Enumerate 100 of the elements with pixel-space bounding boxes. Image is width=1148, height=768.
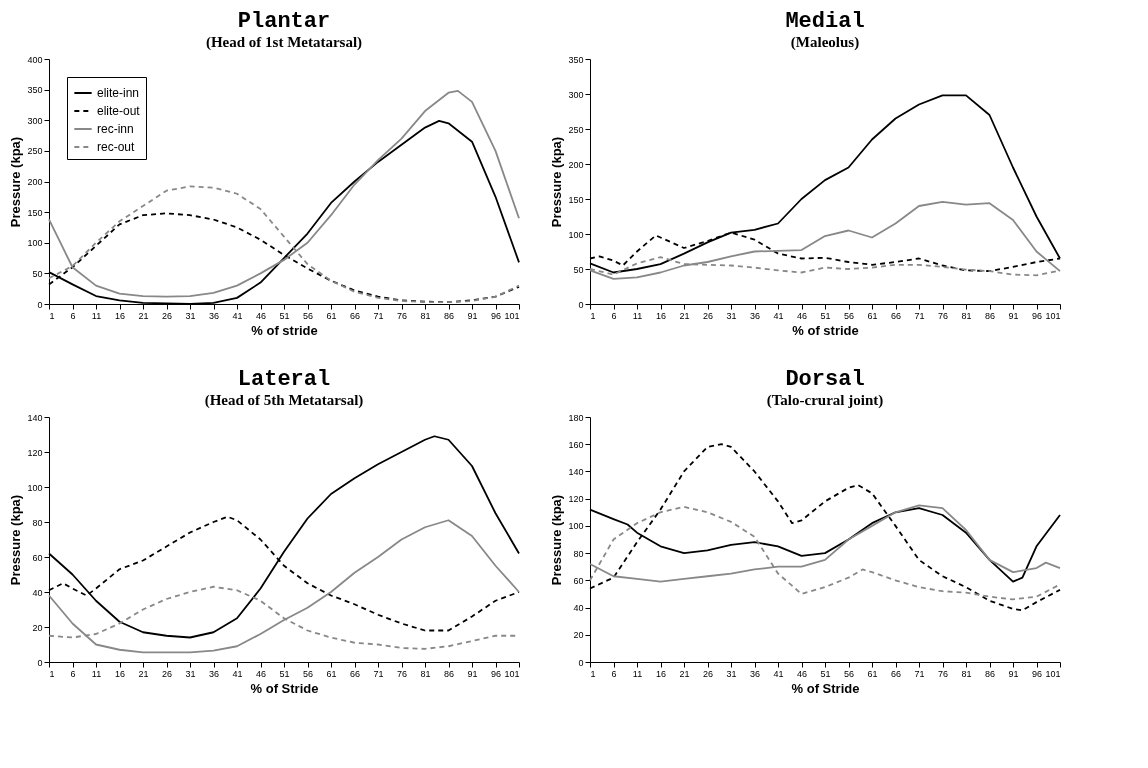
- x-tick-label: 46: [796, 310, 808, 321]
- y-tick-label: 40: [573, 603, 584, 614]
- x-tick-label: 96: [490, 668, 502, 679]
- x-tick-label: 76: [937, 668, 949, 679]
- x-tick-label: 46: [796, 668, 808, 679]
- x-tick-label: 81: [420, 310, 431, 321]
- x-tick-label: 6: [70, 310, 76, 321]
- x-tick-label: 96: [1031, 668, 1043, 679]
- x-tick-label: 71: [914, 310, 925, 321]
- x-tick-label: 56: [302, 310, 314, 321]
- chart-subtitle: (Head of 1st Metatarsal): [205, 34, 363, 51]
- y-tick-label: 20: [573, 630, 584, 641]
- y-tick-label: 100: [568, 229, 584, 240]
- chart-subtitle: (Maleolus): [790, 34, 860, 51]
- y-tick-label: 150: [568, 194, 584, 205]
- y-tick-label: 120: [27, 447, 43, 458]
- x-tick-label: 36: [749, 310, 761, 321]
- y-tick-label: 350: [27, 85, 43, 96]
- x-tick-label: 91: [1008, 310, 1019, 321]
- legend-label: elite-out: [97, 104, 141, 118]
- x-tick-label: 11: [91, 310, 102, 321]
- y-tick-label: 400: [27, 54, 43, 65]
- x-axis-title: % of Stride: [791, 680, 860, 696]
- x-tick-label: 6: [611, 310, 617, 321]
- x-tick-label: 36: [208, 310, 220, 321]
- x-tick-label: 51: [279, 310, 290, 321]
- x-tick-label: 6: [611, 668, 617, 679]
- x-tick-label: 61: [326, 668, 337, 679]
- x-tick-label: 66: [890, 310, 902, 321]
- x-tick-label: 16: [655, 310, 667, 321]
- x-tick-label: 16: [655, 668, 667, 679]
- y-tick-label: 50: [32, 268, 43, 279]
- y-tick-label: 180: [568, 412, 584, 423]
- x-tick-label: 91: [467, 310, 478, 321]
- x-tick-label: 66: [349, 668, 361, 679]
- x-tick-label: 71: [373, 310, 384, 321]
- x-tick-label: 41: [773, 310, 784, 321]
- line-series: [589, 505, 1061, 601]
- x-tick-label: 51: [820, 668, 831, 679]
- x-axis-title: % of stride: [251, 322, 318, 338]
- y-tick-label: 250: [568, 124, 584, 135]
- x-tick-label: 86: [443, 668, 455, 679]
- y-axis-title: Pressure (kpa): [8, 136, 24, 228]
- y-axis-title: Pressure (kpa): [549, 136, 565, 228]
- y-tick-label: 100: [27, 238, 43, 249]
- x-tick-label: 76: [396, 310, 408, 321]
- x-tick-label: 66: [349, 310, 361, 321]
- x-tick-label: 21: [138, 310, 149, 321]
- y-tick-label: 100: [568, 521, 584, 532]
- x-tick-label: 31: [726, 668, 737, 679]
- x-tick-label: 56: [843, 668, 855, 679]
- x-tick-label: 76: [937, 310, 949, 321]
- x-tick-label: 46: [255, 310, 267, 321]
- y-tick-label: 150: [27, 207, 43, 218]
- x-tick-label: 61: [326, 310, 337, 321]
- y-tick-label: 160: [568, 439, 584, 450]
- x-tick-label: 86: [984, 668, 996, 679]
- x-tick-label: 31: [185, 310, 196, 321]
- legend-label: rec-out: [97, 140, 136, 154]
- x-tick-label: 26: [161, 310, 173, 321]
- y-tick-label: 350: [568, 54, 584, 65]
- y-tick-label: 60: [32, 552, 43, 563]
- x-tick-label: 101: [504, 310, 520, 321]
- x-tick-label: 16: [114, 668, 126, 679]
- y-axis-title: Pressure (kpa): [8, 494, 24, 586]
- x-tick-label: 56: [843, 310, 855, 321]
- x-tick-label: 46: [255, 668, 267, 679]
- x-tick-label: 1: [590, 668, 596, 679]
- x-tick-label: 21: [138, 668, 149, 679]
- x-tick-label: 71: [373, 668, 384, 679]
- y-tick-label: 0: [37, 657, 43, 668]
- x-tick-label: 6: [70, 668, 76, 679]
- y-tick-label: 50: [573, 264, 584, 275]
- x-tick-label: 11: [91, 668, 102, 679]
- y-tick-label: 200: [27, 177, 43, 187]
- x-tick-label: 41: [232, 668, 243, 679]
- x-tick-label: 96: [490, 310, 502, 321]
- x-tick-label: 26: [161, 668, 173, 679]
- x-tick-label: 26: [702, 668, 714, 679]
- y-tick-label: 100: [27, 482, 43, 493]
- x-tick-label: 36: [749, 668, 761, 679]
- x-tick-label: 101: [504, 668, 520, 679]
- x-tick-label: 61: [867, 668, 878, 679]
- y-tick-label: 40: [32, 587, 43, 598]
- x-tick-label: 1: [49, 668, 55, 679]
- line-series: [48, 519, 520, 654]
- chart-title: Plantar: [237, 9, 331, 34]
- x-tick-label: 76: [396, 668, 408, 679]
- y-tick-label: 250: [27, 146, 43, 157]
- x-axis-title: % of stride: [792, 322, 859, 338]
- x-tick-label: 41: [773, 668, 784, 679]
- x-tick-label: 101: [1045, 310, 1061, 321]
- x-tick-label: 66: [890, 668, 902, 679]
- chart-title: Medial: [785, 9, 865, 34]
- x-tick-label: 36: [208, 668, 220, 679]
- y-tick-label: 120: [568, 494, 584, 505]
- x-tick-label: 11: [632, 668, 643, 679]
- y-tick-label: 80: [573, 548, 584, 559]
- chart-subtitle: (Talo-crural joint): [766, 392, 884, 409]
- legend-label: rec-inn: [97, 122, 134, 136]
